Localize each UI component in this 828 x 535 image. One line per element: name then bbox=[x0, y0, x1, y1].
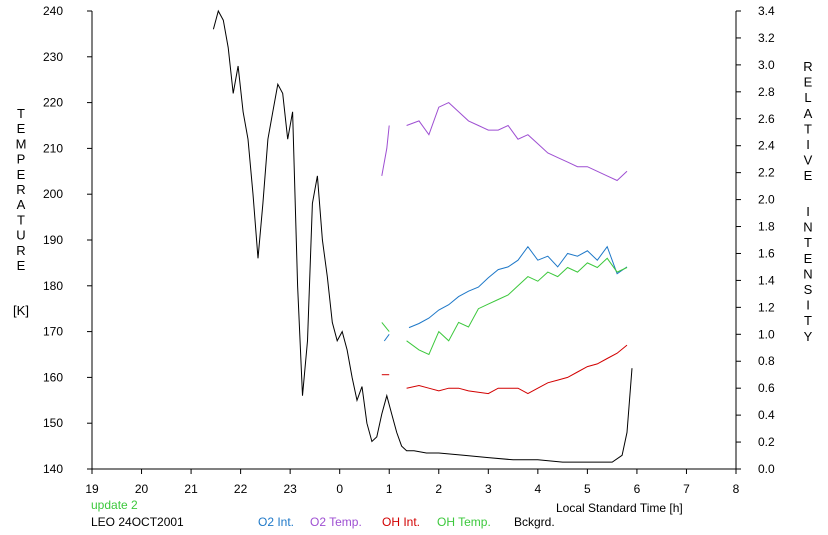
right-tick-label: 1.4 bbox=[758, 273, 775, 287]
right-axis-label-letter: L bbox=[804, 90, 811, 105]
left-tick-label: 150 bbox=[43, 416, 63, 430]
left-axis-label-letter: R bbox=[16, 182, 25, 197]
left-axis-label-letter: U bbox=[16, 228, 25, 243]
right-axis-label-letter: E bbox=[804, 251, 813, 266]
left-tick-label: 170 bbox=[43, 325, 63, 339]
x-tick-label: 2 bbox=[435, 482, 442, 496]
right-tick-label: 3.2 bbox=[758, 31, 775, 45]
right-tick-label: 1.8 bbox=[758, 220, 775, 234]
left-axis-label-letter: T bbox=[17, 212, 25, 227]
series-line-oh-temp bbox=[381, 322, 390, 332]
right-axis-label-letter: I bbox=[806, 137, 810, 152]
right-tick-label: 0.2 bbox=[758, 435, 775, 449]
left-tick-label: 210 bbox=[43, 141, 63, 155]
legend-entry: O2 Int. bbox=[258, 515, 294, 529]
left-tick-label: 190 bbox=[43, 233, 63, 247]
left-tick-label: 160 bbox=[43, 370, 63, 384]
left-tick-label: 140 bbox=[43, 462, 63, 476]
left-axis-label-letter: E bbox=[17, 121, 26, 136]
right-tick-label: 2.6 bbox=[758, 112, 775, 126]
right-tick-label: 0.0 bbox=[758, 462, 775, 476]
left-axis-label-letter: T bbox=[17, 106, 25, 121]
x-axis-ticks: 19 20 21 22 23 0 1 2 3 4 5 6 7 8 bbox=[85, 469, 740, 496]
x-tick-label: 1 bbox=[386, 482, 393, 496]
left-axis-label-letter: R bbox=[16, 243, 25, 258]
right-tick-label: 0.8 bbox=[758, 354, 775, 368]
right-axis-label-letter: I bbox=[806, 298, 810, 313]
series-line-bckgrd bbox=[212, 9, 633, 463]
x-axis-label: Local Standard Time [h] bbox=[556, 501, 683, 515]
series-line-o2-temp bbox=[406, 102, 628, 182]
right-tick-label: 2.0 bbox=[758, 193, 775, 207]
series-line-o2-int bbox=[408, 245, 628, 329]
right-tick-label: 3.4 bbox=[758, 4, 775, 18]
x-tick-label: 21 bbox=[184, 482, 198, 496]
right-axis-label-letter: T bbox=[804, 235, 812, 250]
legend-entry: O2 Temp. bbox=[310, 515, 362, 529]
right-tick-label: 1.6 bbox=[758, 246, 775, 260]
right-axis-label-letter: T bbox=[804, 121, 812, 136]
right-axis-ticks: 0.0 0.2 0.4 0.6 0.8 1.0 1.2 1.4 1.6 1.8 2.0 2.2 2.4 2… bbox=[736, 4, 775, 476]
x-tick-label: 19 bbox=[85, 482, 99, 496]
x-tick-label: 0 bbox=[336, 482, 343, 496]
right-axis-label-letter: S bbox=[804, 282, 813, 297]
left-axis-unit: [K] bbox=[13, 303, 29, 318]
legend: O2 Int. O2 Temp. OH Int. OH Temp. Bckgrd. bbox=[258, 515, 555, 529]
x-tick-label: 7 bbox=[683, 482, 690, 496]
right-axis-label-letter: V bbox=[804, 153, 813, 168]
right-tick-label: 2.2 bbox=[758, 166, 775, 180]
x-tick-label: 20 bbox=[135, 482, 149, 496]
left-axis-label-letter: M bbox=[16, 136, 27, 151]
plot-frame bbox=[91, 11, 737, 470]
series-line-o2-int bbox=[383, 334, 390, 342]
legend-entry: OH Temp. bbox=[437, 515, 491, 529]
right-tick-label: 2.4 bbox=[758, 139, 775, 153]
x-tick-label: 4 bbox=[535, 482, 542, 496]
right-axis-label-letter: N bbox=[803, 220, 812, 235]
station-annotation: LEO 24OCT2001 bbox=[91, 515, 184, 529]
x-tick-label: 5 bbox=[584, 482, 591, 496]
right-axis-label-letter: A bbox=[804, 106, 813, 121]
right-tick-label: 0.6 bbox=[758, 381, 775, 395]
right-axis-label-letter: I bbox=[806, 204, 810, 219]
x-tick-label: 6 bbox=[634, 482, 641, 496]
left-tick-label: 200 bbox=[43, 187, 63, 201]
legend-entry: Bckgrd. bbox=[514, 515, 555, 529]
right-tick-label: 2.8 bbox=[758, 85, 775, 99]
update-annotation: update 2 bbox=[91, 498, 138, 512]
left-axis-label-letter: E bbox=[17, 258, 26, 273]
left-tick-label: 180 bbox=[43, 279, 63, 293]
right-axis-label-letter: N bbox=[803, 266, 812, 281]
x-tick-label: 23 bbox=[283, 482, 297, 496]
series-line-oh-temp bbox=[406, 257, 628, 356]
left-tick-label: 230 bbox=[43, 50, 63, 64]
right-tick-label: 0.4 bbox=[758, 408, 775, 422]
left-tick-label: 220 bbox=[43, 96, 63, 110]
right-axis-label-letter: T bbox=[804, 313, 812, 328]
right-axis-label-letter: E bbox=[804, 75, 813, 90]
left-axis-label-letter: P bbox=[17, 152, 26, 167]
x-tick-label: 22 bbox=[234, 482, 248, 496]
legend-entry: OH Int. bbox=[382, 515, 420, 529]
x-tick-label: 3 bbox=[485, 482, 492, 496]
left-axis-label-letter: A bbox=[17, 197, 26, 212]
right-tick-label: 1.2 bbox=[758, 300, 775, 314]
right-axis-label-letter: R bbox=[803, 59, 812, 74]
right-tick-label: 3.0 bbox=[758, 58, 775, 72]
right-tick-label: 1.0 bbox=[758, 327, 775, 341]
left-tick-label: 240 bbox=[43, 4, 63, 18]
right-axis-label-letter: Y bbox=[804, 329, 813, 344]
series-line-oh-int bbox=[406, 344, 628, 395]
right-axis-label-letter: E bbox=[804, 168, 813, 183]
series-layer bbox=[212, 9, 633, 463]
left-axis-ticks: 140 150 160 170 180 190 200 210 220 230 240 bbox=[43, 4, 92, 476]
x-tick-label: 8 bbox=[733, 482, 740, 496]
series-line-o2-temp bbox=[381, 125, 390, 176]
left-axis-label-letter: E bbox=[17, 167, 26, 182]
